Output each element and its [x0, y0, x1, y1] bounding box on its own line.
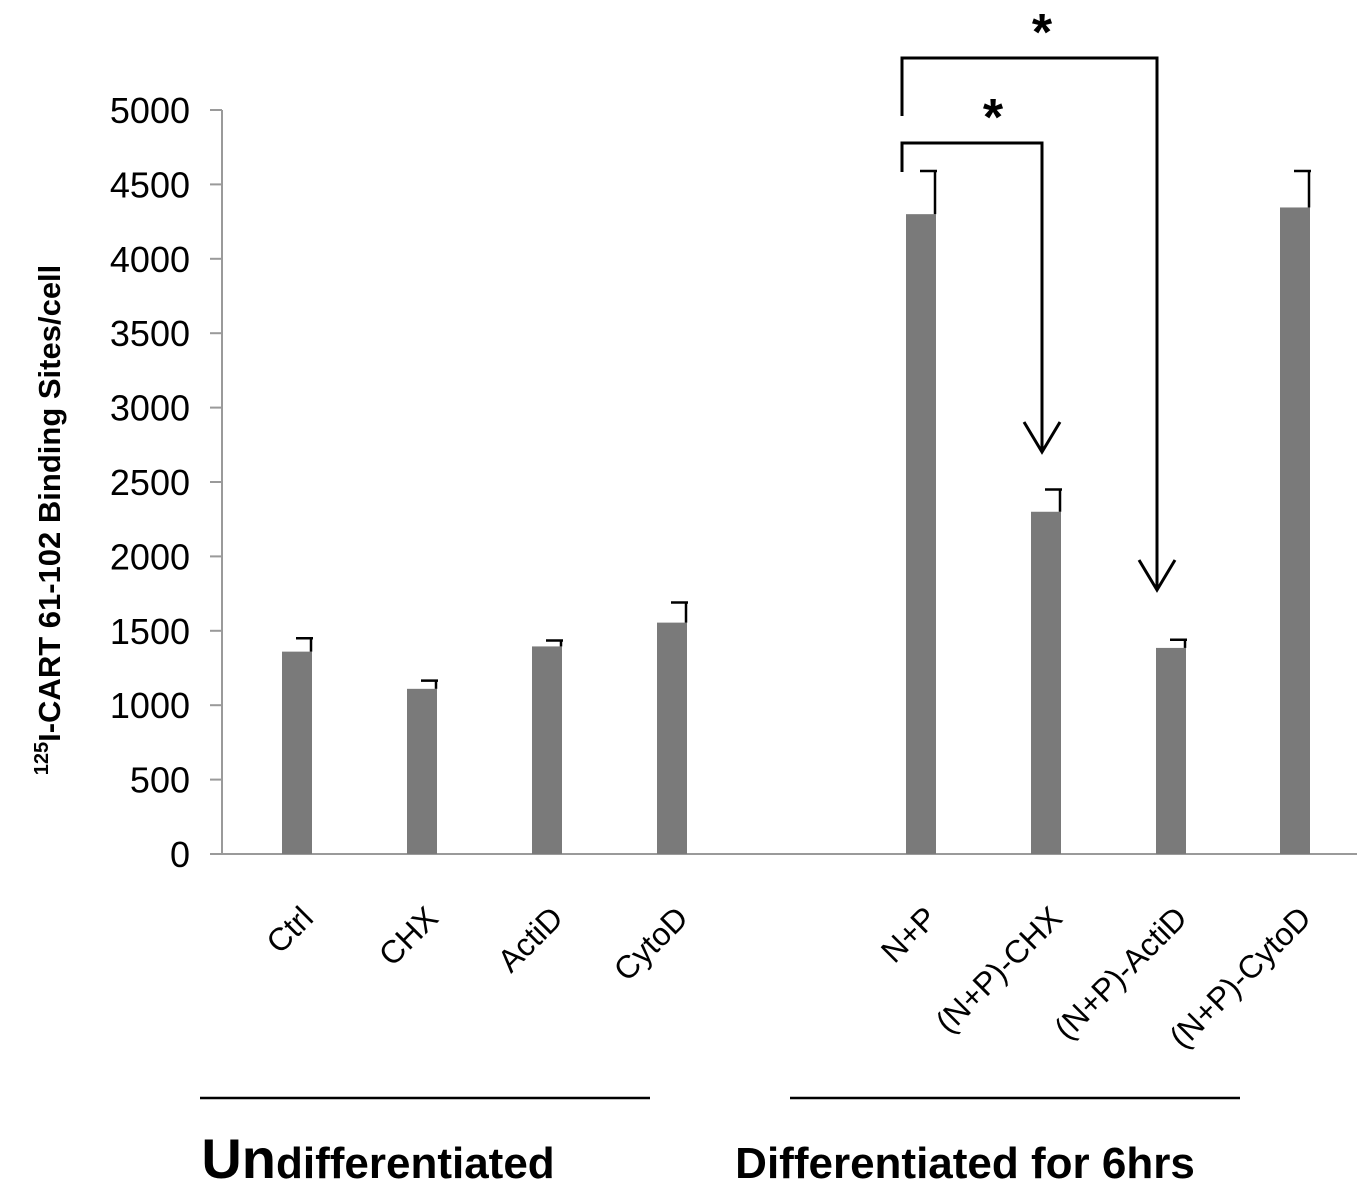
bar-4 [657, 622, 687, 854]
y-tick-label: 500 [130, 760, 190, 801]
group-label-differentiated: Differentiated for 6hrs [735, 1139, 1195, 1186]
bar-2 [407, 688, 437, 854]
significance-star-1: * [983, 89, 1004, 147]
y-tick-label: 2000 [110, 536, 190, 577]
bar-8 [1280, 207, 1310, 855]
bar-3 [532, 646, 562, 854]
y-tick-label: 3500 [110, 313, 190, 354]
y-tick-label: 3000 [110, 388, 190, 429]
bars [282, 207, 1310, 855]
significance-brackets: ** [900, 4, 1177, 593]
y-axis-label: 125I-CART 61-102 Binding Sites/cell [31, 265, 67, 776]
category-label: CytoD [607, 899, 695, 987]
y-tick-label: 1000 [110, 685, 190, 726]
significance-star-2: * [1032, 4, 1053, 62]
y-axis-label-text: I-CART 61-102 Binding Sites/cell [32, 265, 67, 742]
bar-1 [282, 651, 312, 854]
error-bars [296, 169, 1311, 689]
y-tick-label: 4000 [110, 239, 190, 280]
y-tick-label: 4500 [110, 164, 190, 205]
group-label-undifferentiated-prefix: Un [201, 1127, 276, 1186]
y-axis-label-superscript: 125 [31, 742, 53, 775]
arrow-head-2 [1137, 559, 1177, 593]
group-label-undifferentiated: Undifferentiated [201, 1127, 554, 1186]
group-labels: Undifferentiated Differentiated for 6hrs [200, 1096, 1240, 1186]
bar-7 [1156, 647, 1186, 854]
axes [221, 110, 1357, 855]
significance-bracket-1 [900, 141, 1044, 452]
y-tick-labels: 0 500 1000 1500 2000 2500 3000 3500 4000 4500 5000 [110, 90, 222, 875]
category-label: ActiD [490, 899, 570, 979]
category-label: CHX [372, 899, 445, 972]
bar-6 [1031, 511, 1061, 854]
y-tick-label: 2500 [110, 462, 190, 503]
category-label: Ctrl [259, 899, 320, 960]
y-tick-label: 0 [170, 834, 190, 875]
y-tick-label: 1500 [110, 611, 190, 652]
category-label: N+P [874, 899, 944, 969]
y-tick-label: 5000 [110, 90, 190, 131]
arrow-head-1 [1022, 421, 1062, 455]
category-labels: Ctrl CHX ActiD CytoD N+P(N+P)-CHX(N+P)-ActiD… [259, 899, 1318, 1055]
bar-5 [906, 214, 936, 854]
group-label-undifferentiated-rest: differentiated [276, 1139, 555, 1186]
significance-bracket-2 [900, 56, 1159, 590]
